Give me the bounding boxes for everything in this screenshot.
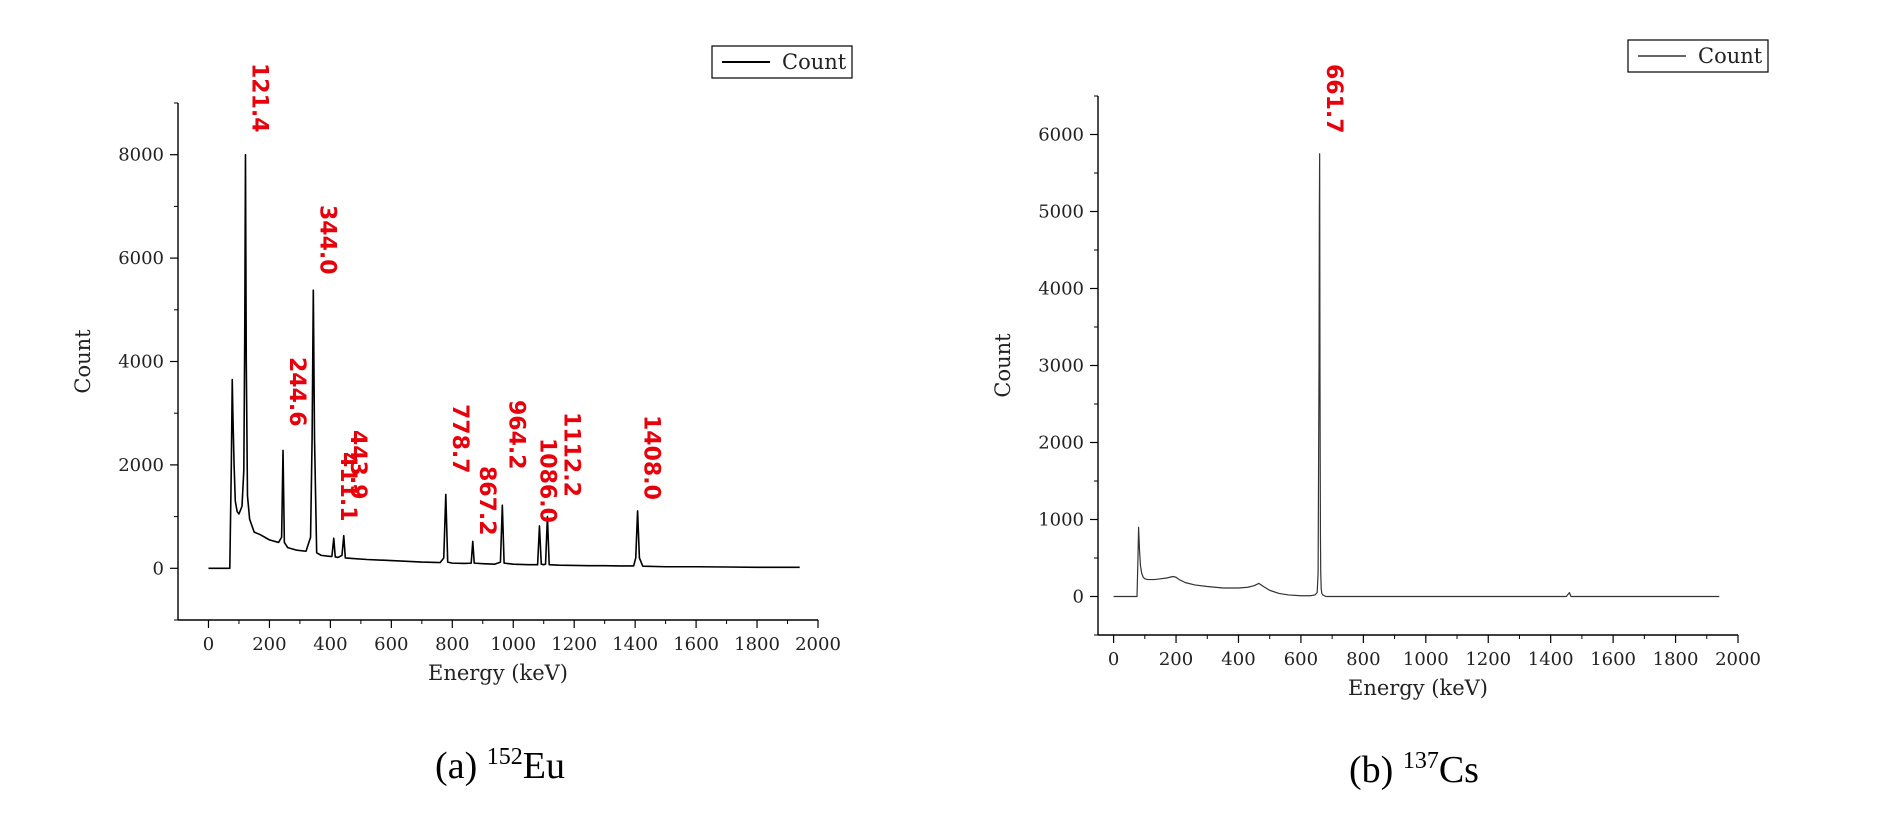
x-tick-label: 0 — [203, 634, 214, 655]
peak-label: 411.1 — [335, 452, 360, 522]
x-tick-label: 600 — [1284, 649, 1318, 670]
x-tick-label: 800 — [435, 634, 469, 655]
legend-label: Count — [1698, 44, 1763, 68]
panel-caption: (b) 137Cs — [1349, 748, 1479, 791]
x-tick-label: 1800 — [734, 634, 780, 655]
x-tick-label: 600 — [374, 634, 408, 655]
x-tick-label: 800 — [1346, 649, 1380, 670]
peak-label: 778.7 — [447, 404, 472, 474]
x-axis-title: Energy (keV) — [1348, 676, 1488, 700]
x-tick-label: 1600 — [1590, 649, 1636, 670]
series-line-count — [208, 153, 800, 570]
chart-panel-cs137: 0 200 400 600 800 1000 1200 1400 1600 1800 2000 0 10… — [991, 39, 1769, 791]
x-tick-label: 1200 — [551, 634, 597, 655]
y-axis-title: Count — [991, 333, 1015, 398]
peak-label: 244.6 — [284, 357, 309, 427]
peak-label: 121.4 — [246, 63, 271, 133]
y-tick-label: 6000 — [118, 248, 164, 269]
y-tick-label: 2000 — [118, 455, 164, 476]
x-tick-label: 1000 — [490, 634, 536, 655]
series-line-count — [1113, 153, 1720, 598]
peak-label: 1086.0 — [534, 438, 559, 523]
caption-letter: (a) — [435, 745, 487, 787]
y-tick-label: 8000 — [118, 145, 164, 166]
y-tick-label: 4000 — [118, 352, 164, 373]
peak-label: 1408.0 — [639, 415, 664, 500]
caption-element: Cs — [1439, 749, 1479, 791]
peak-label: 443.9 — [345, 430, 370, 500]
y-axis-title: Count — [71, 329, 95, 394]
y-tick-label: 3000 — [1038, 356, 1084, 377]
panel-caption: (a) 152Eu — [435, 744, 565, 787]
y-tick-label: 0 — [153, 558, 164, 579]
y-tick-label: 0 — [1073, 587, 1084, 608]
caption-letter: (b) — [1349, 749, 1403, 791]
chart-panel-eu152: 0 200 400 600 800 1000 1200 1400 1600 1800 2000 0 20… — [71, 45, 853, 787]
x-tick-label: 1800 — [1653, 649, 1699, 670]
x-tick-label: 2000 — [795, 634, 841, 655]
x-tick-label: 1600 — [673, 634, 719, 655]
peak-label: 867.2 — [474, 466, 499, 536]
y-tick-label: 5000 — [1038, 202, 1084, 223]
peak-label: 1112.2 — [558, 412, 583, 497]
x-tick-label: 400 — [313, 634, 347, 655]
peak-label: 344.0 — [314, 205, 339, 275]
x-tick-label: 1200 — [1465, 649, 1511, 670]
peak-label: 661.7 — [1321, 64, 1346, 134]
x-tick-label: 1000 — [1403, 649, 1449, 670]
y-tick-label: 2000 — [1038, 433, 1084, 454]
x-tick-label: 1400 — [1528, 649, 1574, 670]
caption-mass-number: 152 — [487, 744, 523, 770]
caption-mass-number: 137 — [1403, 748, 1439, 774]
y-tick-label: 6000 — [1038, 125, 1084, 146]
x-tick-label: 1400 — [612, 634, 658, 655]
x-tick-label: 2000 — [1715, 649, 1761, 670]
peak-label: 964.2 — [503, 400, 528, 470]
x-tick-label: 0 — [1108, 649, 1119, 670]
caption-element: Eu — [523, 745, 565, 787]
y-tick-label: 4000 — [1038, 279, 1084, 300]
x-tick-label: 200 — [1159, 649, 1193, 670]
legend-label: Count — [782, 50, 847, 74]
x-axis-title: Energy (keV) — [428, 661, 568, 685]
x-tick-label: 400 — [1221, 649, 1255, 670]
y-tick-label: 1000 — [1038, 510, 1084, 531]
x-tick-label: 200 — [252, 634, 286, 655]
